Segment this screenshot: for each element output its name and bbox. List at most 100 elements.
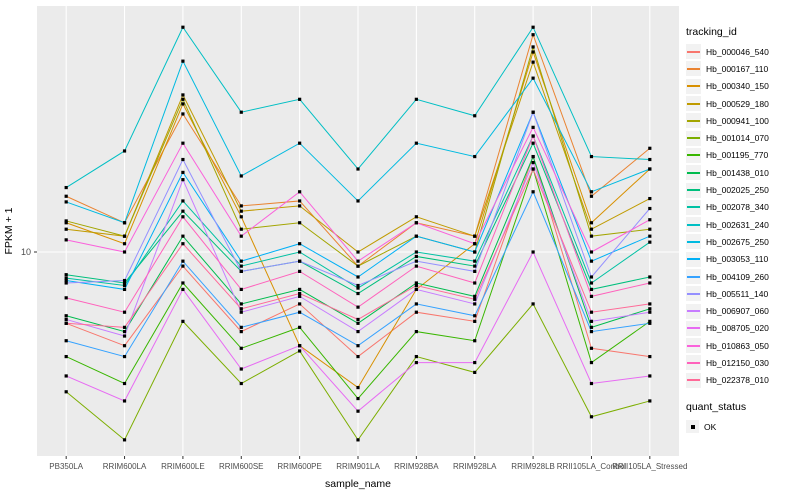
data-point: [589, 190, 594, 194]
data-point: [648, 167, 652, 171]
black-square-point-icon: [690, 424, 695, 429]
data-point: [122, 310, 127, 314]
data-point: [589, 154, 594, 159]
data-point: [356, 250, 360, 254]
legend-item-label: Hb_005511_140: [706, 288, 769, 299]
data-point: [589, 319, 594, 323]
series-color-line: [687, 67, 700, 70]
data-point: [414, 97, 418, 101]
legend-key-line-icon: [686, 165, 701, 181]
data-point: [181, 215, 185, 219]
data-point: [239, 307, 243, 311]
data-point: [64, 278, 68, 283]
data-point: [298, 242, 302, 246]
data-point: [531, 45, 535, 49]
x-tick-label: RRIM600SE: [219, 462, 263, 471]
data-point: [648, 196, 652, 201]
data-point: [239, 310, 243, 314]
data-point: [298, 190, 302, 194]
y-axis-title: FPKM + 1: [3, 207, 15, 254]
legend-item: Hb_010863_050: [686, 337, 798, 354]
legend-item: Hb_022378_010: [686, 372, 798, 389]
data-point: [414, 281, 418, 285]
legend-key-line-icon: [686, 61, 701, 77]
data-point: [181, 319, 185, 323]
data-point: [473, 360, 477, 365]
legend-item: Hb_008705_020: [686, 320, 798, 337]
data-point: [473, 297, 477, 301]
data-point: [589, 360, 594, 365]
data-point: [298, 204, 302, 208]
series-color-line: [687, 85, 700, 88]
data-point: [122, 221, 127, 225]
legend-key-line-icon: [686, 303, 701, 319]
data-point: [473, 234, 477, 238]
legend-item: Hb_004109_260: [686, 268, 798, 285]
legend-key-line-icon: [686, 251, 701, 267]
series-color-line: [687, 171, 700, 174]
series-color-line: [687, 258, 700, 261]
data-point: [531, 33, 535, 37]
legend-item: Hb_012150_030: [686, 354, 798, 371]
data-point: [531, 154, 535, 159]
data-point: [414, 354, 418, 359]
data-point: [356, 354, 360, 359]
legend-item-label: Hb_002675_250: [706, 236, 769, 247]
legend-key-line-icon: [686, 78, 701, 94]
data-point: [414, 302, 418, 306]
series-color-line: [687, 206, 700, 209]
data-point: [64, 273, 68, 277]
data-point: [122, 329, 127, 334]
data-point: [414, 259, 418, 263]
data-point: [239, 269, 243, 273]
data-point: [648, 374, 652, 378]
data-point: [531, 125, 535, 129]
data-point: [414, 234, 418, 238]
legend-key-line-icon: [686, 234, 701, 250]
data-point: [414, 254, 418, 259]
data-point: [298, 250, 302, 254]
data-point: [589, 287, 594, 292]
data-point: [239, 325, 243, 329]
data-point: [298, 349, 302, 353]
data-point: [122, 283, 127, 288]
legend-item: Hb_002025_250: [686, 181, 798, 198]
data-point: [298, 291, 302, 296]
series-color-line: [687, 223, 700, 226]
data-point: [298, 199, 302, 203]
data-point: [122, 399, 127, 403]
legend-key-line-icon: [686, 286, 701, 302]
data-point: [239, 346, 243, 350]
data-point: [589, 415, 594, 419]
data-point: [473, 339, 477, 343]
data-point: [298, 141, 302, 145]
legend-key-line-icon: [686, 182, 701, 198]
data-point: [648, 146, 652, 150]
data-point: [356, 409, 360, 413]
data-point: [648, 227, 652, 231]
legend-item-label: OK: [704, 421, 717, 432]
data-point: [64, 339, 68, 343]
legend-item-ok: OK: [686, 418, 798, 435]
data-point: [122, 278, 127, 283]
data-point: [239, 174, 243, 178]
data-point: [473, 281, 477, 285]
legend-item-label: Hb_001014_070: [706, 133, 769, 144]
data-point: [648, 218, 652, 222]
data-point: [473, 319, 477, 323]
legend-item-label: Hb_008705_020: [706, 323, 769, 334]
data-point: [181, 112, 185, 116]
data-point: [239, 259, 243, 263]
data-point: [356, 259, 360, 263]
data-point: [64, 276, 68, 280]
data-point: [64, 281, 68, 285]
series-color-line: [687, 275, 700, 278]
data-point: [356, 344, 360, 348]
data-point: [531, 167, 535, 171]
data-point: [589, 227, 594, 231]
data-point: [181, 234, 185, 238]
legend-key-line-icon: [686, 147, 701, 163]
data-point: [648, 307, 652, 311]
data-point: [181, 242, 185, 246]
